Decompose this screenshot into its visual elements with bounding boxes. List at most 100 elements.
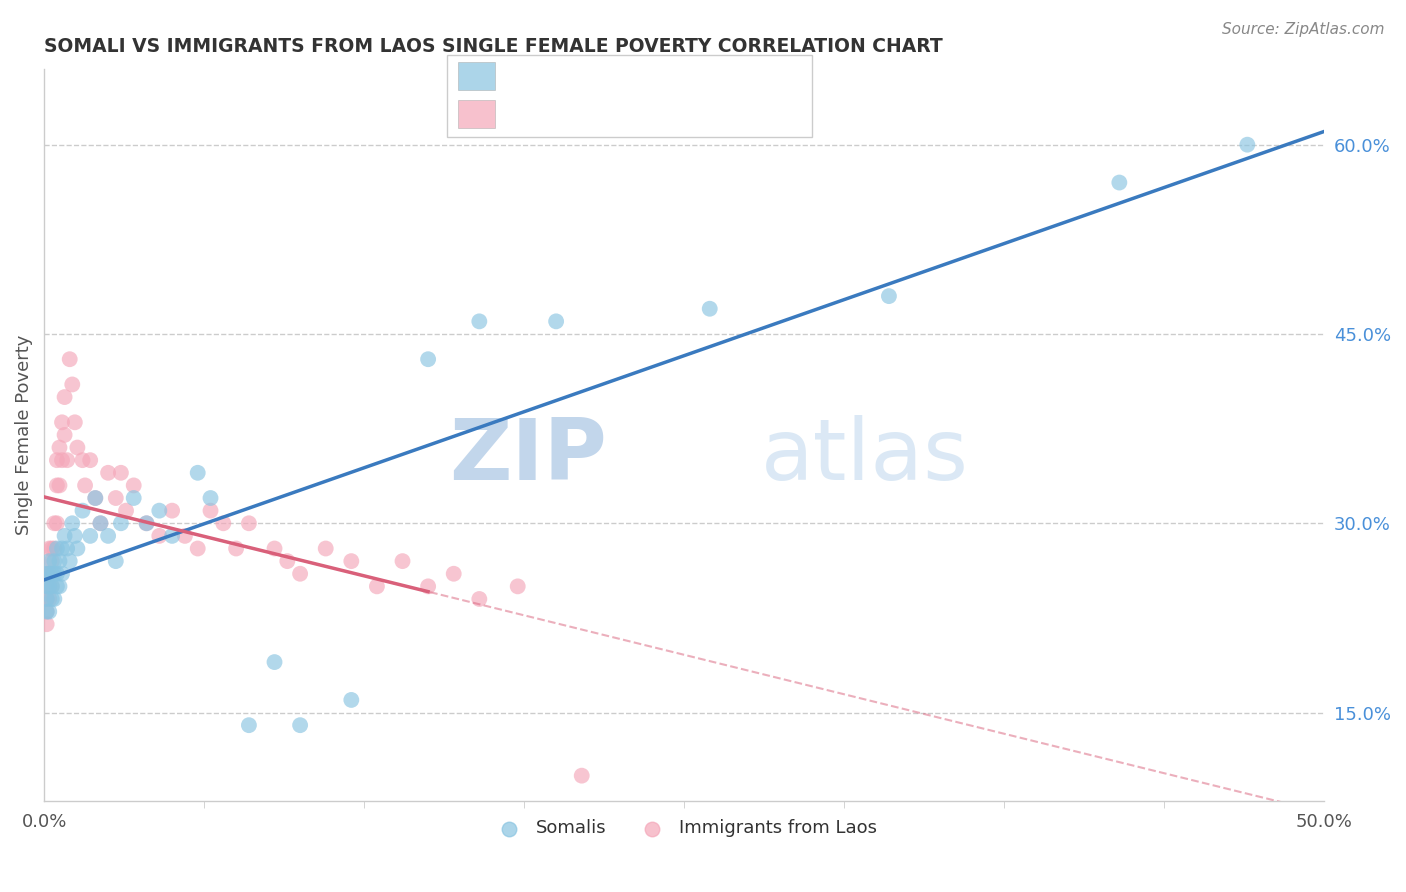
Point <box>79 453 101 467</box>
Point <box>288 718 311 732</box>
Point <box>48 478 70 492</box>
Text: R =  0.176   N = 59: R = 0.176 N = 59 <box>506 103 690 123</box>
Point <box>38 579 60 593</box>
Point <box>97 466 120 480</box>
Point <box>44 554 66 568</box>
Point <box>148 503 170 517</box>
Point <box>468 314 491 328</box>
Point <box>41 592 63 607</box>
Text: ZIP: ZIP <box>450 416 607 499</box>
Point <box>60 516 83 531</box>
Legend: Somalis, Immigrants from Laos: Somalis, Immigrants from Laos <box>484 812 884 845</box>
Point <box>104 491 127 505</box>
Point <box>72 453 94 467</box>
Point <box>160 503 183 517</box>
Point <box>877 289 900 303</box>
Point <box>45 579 67 593</box>
Point <box>41 579 63 593</box>
Point <box>225 541 247 556</box>
Point <box>35 566 58 581</box>
Point <box>340 554 363 568</box>
Point <box>366 579 388 593</box>
Point <box>44 566 66 581</box>
Point <box>38 605 60 619</box>
Point <box>35 579 58 593</box>
Point <box>699 301 721 316</box>
Point <box>35 592 58 607</box>
Text: atlas: atlas <box>761 416 969 499</box>
Point <box>48 554 70 568</box>
Point <box>51 453 73 467</box>
Point <box>135 516 157 531</box>
Point <box>110 466 132 480</box>
Point <box>1236 137 1258 152</box>
FancyBboxPatch shape <box>458 62 495 90</box>
Point <box>45 453 67 467</box>
Point <box>72 503 94 517</box>
Point <box>1108 176 1130 190</box>
Point <box>38 566 60 581</box>
Point <box>468 592 491 607</box>
Point <box>238 516 260 531</box>
Point <box>38 541 60 556</box>
Point <box>41 566 63 581</box>
Point <box>288 566 311 581</box>
Point <box>104 554 127 568</box>
Point <box>174 529 197 543</box>
Point <box>135 516 157 531</box>
Point <box>89 516 111 531</box>
Point <box>48 441 70 455</box>
Point <box>44 516 66 531</box>
Point <box>44 592 66 607</box>
Point <box>35 592 58 607</box>
Point <box>53 529 76 543</box>
FancyBboxPatch shape <box>458 100 495 128</box>
Point <box>63 415 86 429</box>
Point <box>200 503 222 517</box>
Point <box>122 491 145 505</box>
Point <box>263 541 285 556</box>
Point <box>38 554 60 568</box>
Point <box>51 415 73 429</box>
Point <box>89 516 111 531</box>
Point <box>416 352 439 367</box>
Point <box>263 655 285 669</box>
Point <box>84 491 107 505</box>
Point <box>416 579 439 593</box>
Point <box>35 605 58 619</box>
Point <box>84 491 107 505</box>
Point <box>276 554 298 568</box>
Point <box>79 529 101 543</box>
Point <box>122 478 145 492</box>
Point <box>315 541 337 556</box>
Point <box>59 554 82 568</box>
FancyBboxPatch shape <box>447 55 811 136</box>
Point <box>75 478 97 492</box>
Point <box>66 441 89 455</box>
Point <box>59 352 82 367</box>
Point <box>63 529 86 543</box>
Point <box>45 566 67 581</box>
Point <box>187 541 209 556</box>
Point <box>41 554 63 568</box>
Point <box>187 466 209 480</box>
Y-axis label: Single Female Poverty: Single Female Poverty <box>15 334 32 535</box>
Point <box>51 541 73 556</box>
Point <box>506 579 529 593</box>
Point <box>38 566 60 581</box>
Point <box>97 529 120 543</box>
Point <box>60 377 83 392</box>
Text: Source: ZipAtlas.com: Source: ZipAtlas.com <box>1222 22 1385 37</box>
Point <box>56 453 79 467</box>
Point <box>340 693 363 707</box>
Point <box>200 491 222 505</box>
Text: R = 0.594   N = 51: R = 0.594 N = 51 <box>506 67 685 86</box>
Point <box>53 428 76 442</box>
Point <box>115 503 138 517</box>
Point <box>35 579 58 593</box>
Point <box>38 592 60 607</box>
Point <box>148 529 170 543</box>
Point <box>238 718 260 732</box>
Point <box>160 529 183 543</box>
Point <box>35 617 58 632</box>
